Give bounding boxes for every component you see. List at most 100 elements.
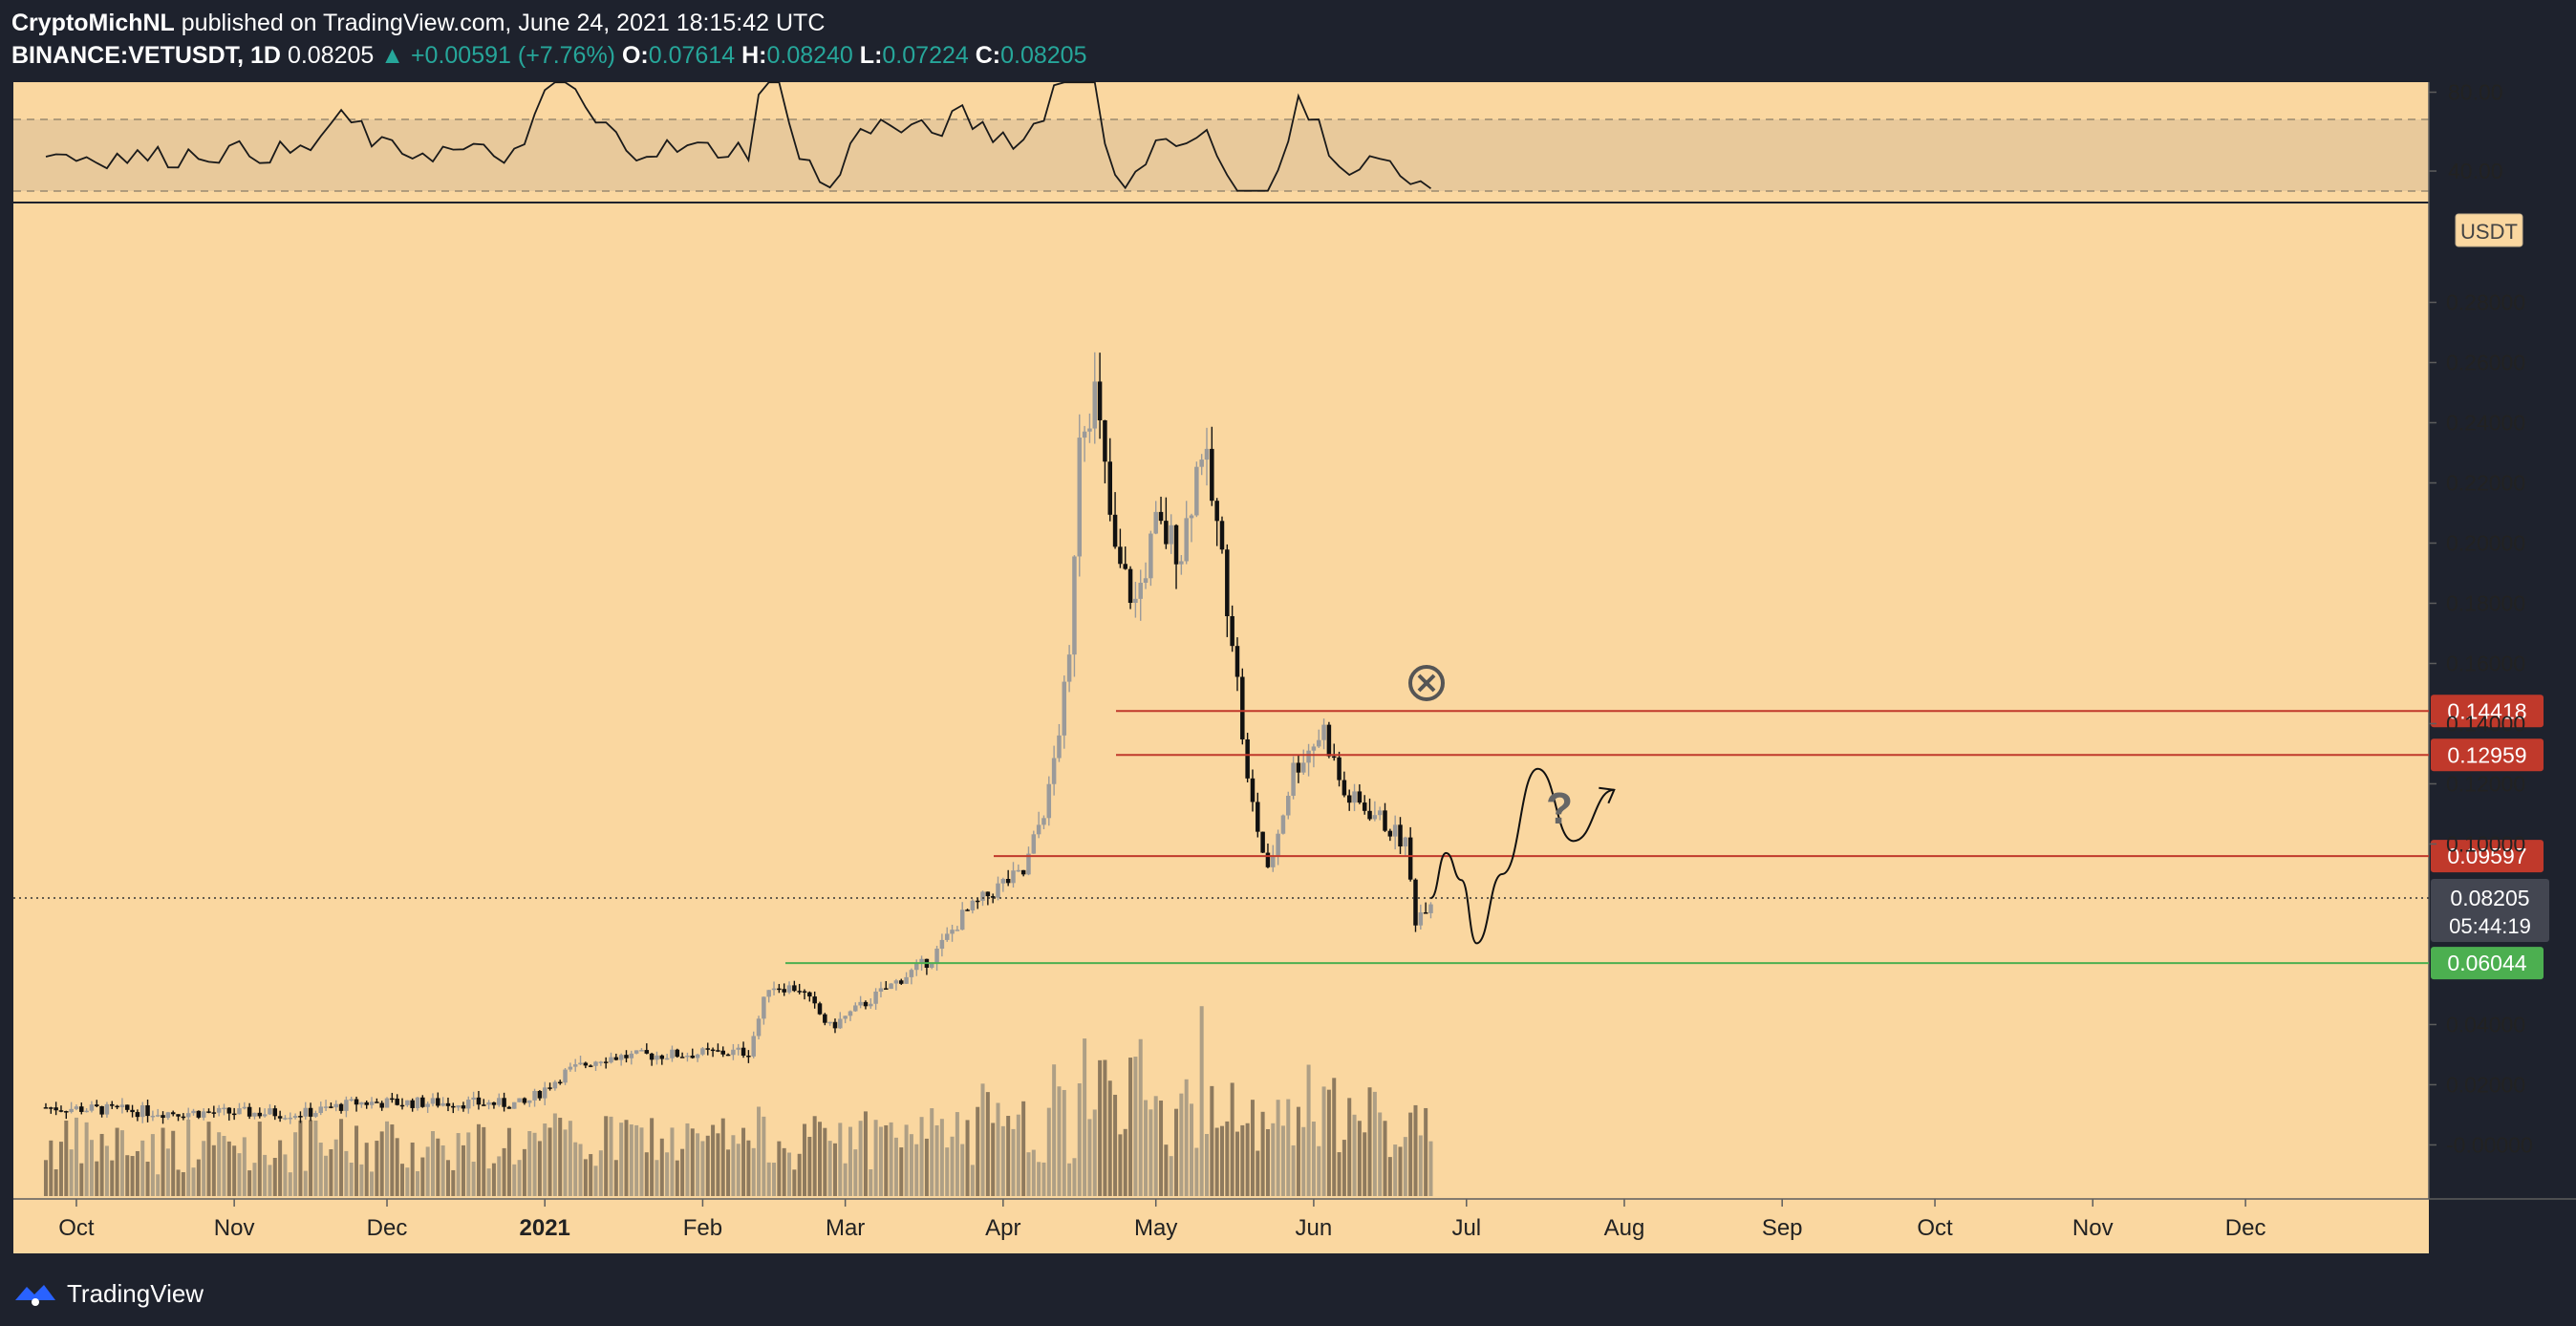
volume-bar xyxy=(1174,1108,1179,1196)
candle-body xyxy=(655,1055,659,1060)
volume-bar xyxy=(95,1161,99,1196)
volume-bar xyxy=(1194,1147,1199,1196)
volume-bar xyxy=(650,1118,655,1196)
volume-bar xyxy=(705,1135,710,1196)
volume-bar xyxy=(685,1123,690,1196)
currency-box xyxy=(2455,213,2523,247)
volume-bar xyxy=(1077,1083,1082,1196)
volume-bar xyxy=(537,1141,542,1196)
candle-body xyxy=(1357,791,1363,803)
candle-body xyxy=(84,1110,89,1113)
volume-bar xyxy=(232,1145,237,1196)
volume-bar xyxy=(624,1120,629,1196)
volume-bar xyxy=(512,1164,517,1196)
candle-body xyxy=(283,1118,288,1120)
candle-body xyxy=(272,1108,278,1117)
candle-body xyxy=(792,985,797,992)
volume-bar xyxy=(517,1160,522,1196)
candle-body xyxy=(1112,514,1118,547)
volume-bar xyxy=(1347,1098,1352,1196)
volume-bar xyxy=(115,1127,119,1196)
level-tag-label: 0.06044 xyxy=(2447,951,2526,975)
candle-body xyxy=(659,1055,665,1059)
volume-bar xyxy=(298,1120,303,1196)
candle-body xyxy=(140,1104,145,1118)
volume-bar xyxy=(390,1124,395,1196)
candle-body xyxy=(135,1112,140,1118)
candle-body xyxy=(1210,448,1214,502)
candle-body xyxy=(970,900,976,911)
candle-body xyxy=(1342,780,1347,796)
candle-body xyxy=(1398,824,1403,847)
volume-bar xyxy=(150,1134,155,1196)
volume-bar xyxy=(751,1147,756,1196)
candle-body xyxy=(1179,561,1184,565)
candle-body xyxy=(292,1116,298,1118)
volume-bar xyxy=(991,1123,996,1196)
volume-bar xyxy=(461,1144,465,1196)
volume-bar xyxy=(1256,1150,1260,1196)
time-tick-label: Aug xyxy=(1604,1215,1645,1241)
chart-background xyxy=(13,82,2429,1253)
candle-body xyxy=(1271,856,1276,867)
candle-body xyxy=(751,1036,756,1057)
price-axis[interactable]: 0.28000 0.26000 0.24000 0.22000 0.20000 0.180… xyxy=(2429,213,2533,1157)
candle-body xyxy=(934,949,939,964)
volume-bar xyxy=(1286,1099,1291,1196)
volume-bar xyxy=(889,1122,893,1196)
volume-bar xyxy=(425,1146,430,1196)
candle-body xyxy=(43,1107,49,1109)
candle-body xyxy=(609,1057,613,1063)
candle-body xyxy=(1082,431,1087,438)
candle-body xyxy=(201,1111,206,1118)
candle-body xyxy=(303,1107,309,1117)
price-tick-label: 0.26000 xyxy=(2446,350,2525,374)
candle-body xyxy=(853,1005,858,1012)
footer[interactable]: TradingView xyxy=(13,1274,204,1313)
volume-bar xyxy=(1138,1038,1143,1196)
candle-body xyxy=(99,1105,104,1115)
volume-bar xyxy=(1026,1152,1031,1196)
time-tick-label: Nov xyxy=(2072,1215,2114,1241)
volume-bar xyxy=(893,1137,898,1196)
candle-body xyxy=(1291,762,1296,796)
horizontal-levels[interactable]: 0.14418 0.12959 0.09597 0.06044 0.08205 05:44… xyxy=(13,695,2549,980)
volume-bar xyxy=(1107,1080,1112,1196)
price-tick-label: 0.28000 xyxy=(2446,289,2525,314)
volume-bar xyxy=(568,1121,572,1196)
candle-body xyxy=(746,1055,751,1058)
candle-body xyxy=(817,1003,823,1015)
candle-body xyxy=(568,1066,573,1070)
volume-bar xyxy=(445,1160,450,1196)
time-tick-label: Dec xyxy=(367,1215,408,1241)
symbol-label[interactable]: BINANCE:VETUSDT, 1D xyxy=(11,42,281,69)
volume-bar xyxy=(359,1164,364,1196)
price-projection[interactable] xyxy=(1429,767,1616,945)
time-axis[interactable]: Oct Nov Dec 2021 Feb Mar Apr May Jun Jul Aug Sep Oct… xyxy=(58,1199,2265,1241)
volume-bar xyxy=(644,1152,649,1196)
author-name[interactable]: CryptoMichNL xyxy=(11,10,175,36)
volume-bar xyxy=(110,1160,115,1196)
candle-body xyxy=(939,939,945,950)
volume-bar xyxy=(54,1169,58,1196)
volume-bar xyxy=(1357,1121,1362,1196)
volume-bar xyxy=(191,1167,196,1196)
candle-body xyxy=(466,1099,471,1109)
volume-bar xyxy=(970,1165,975,1196)
volume-bar xyxy=(772,1163,777,1196)
level-tag xyxy=(2431,840,2544,873)
volume-bar xyxy=(349,1162,354,1196)
volume-bar xyxy=(491,1163,496,1196)
candle-body xyxy=(64,1111,69,1113)
candle-body xyxy=(1046,783,1052,819)
volume-bar xyxy=(415,1170,419,1196)
volume-bar xyxy=(385,1121,390,1196)
volume-bar xyxy=(899,1147,904,1196)
candle-body xyxy=(161,1115,165,1119)
publish-line: CryptoMichNL published on TradingView.co… xyxy=(11,9,825,37)
volume-bar xyxy=(1250,1100,1255,1196)
volume-bar xyxy=(263,1154,268,1196)
candle-body xyxy=(639,1050,644,1052)
volume-bar xyxy=(670,1127,675,1196)
